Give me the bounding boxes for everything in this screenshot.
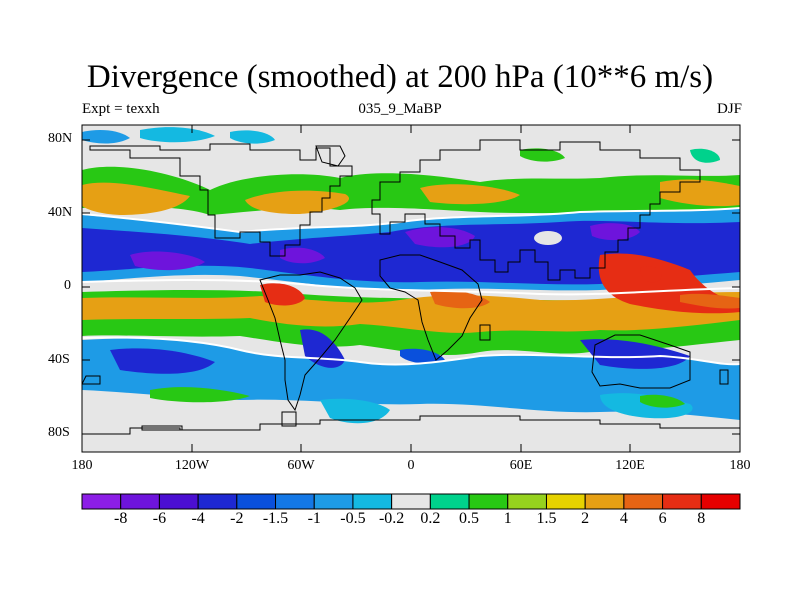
divergence-field bbox=[82, 127, 740, 424]
coast-antarctica bbox=[82, 415, 740, 435]
field-sh-cyan-1 bbox=[320, 398, 390, 424]
colorbar bbox=[81, 493, 741, 510]
coast-antarctic-peninsula bbox=[281, 411, 297, 427]
field-sh-orange-band bbox=[82, 292, 740, 333]
lon-label-180w: 180 bbox=[71, 458, 93, 473]
field-sh-cyan-band bbox=[82, 338, 740, 420]
colorbar-label: 1 bbox=[503, 510, 512, 527]
colorbar-box bbox=[662, 493, 702, 510]
field-nh-purple-3 bbox=[405, 227, 475, 248]
field-nh-green-2 bbox=[520, 148, 565, 162]
colorbar-box bbox=[275, 493, 315, 510]
colorbar-box bbox=[236, 493, 277, 510]
lat-label-80s: 80S bbox=[48, 425, 70, 440]
lon-label-0: 0 bbox=[407, 458, 415, 473]
field-sh-red-2 bbox=[260, 283, 305, 306]
coast-south-america bbox=[259, 271, 363, 412]
colorbar-label: -0.5 bbox=[340, 510, 366, 527]
colorbar-label: 6 bbox=[658, 510, 667, 527]
field-nh-purple-1 bbox=[130, 251, 205, 271]
colorbar-label: -0.2 bbox=[378, 510, 405, 527]
colorbar-box bbox=[81, 493, 122, 510]
field-nh-green-band bbox=[82, 166, 740, 215]
lon-label-120w: 120W bbox=[174, 458, 210, 473]
colorbar-label: -2 bbox=[230, 510, 244, 527]
colorbar-label: 2 bbox=[581, 510, 590, 527]
colorbar-box bbox=[313, 493, 354, 510]
colorbar-box bbox=[584, 493, 625, 510]
field-sh-red-4 bbox=[640, 266, 662, 283]
field-sh-green-2 bbox=[640, 394, 685, 408]
lon-label-60e: 60E bbox=[509, 458, 533, 473]
colorbar-label: -6 bbox=[152, 510, 167, 527]
lon-label-180e: 180 bbox=[729, 458, 751, 473]
colorbar-box bbox=[197, 493, 238, 510]
field-nh-orange-2 bbox=[245, 190, 349, 214]
field-nh-cyan-1 bbox=[82, 130, 130, 144]
field-equatorial-gap bbox=[82, 281, 740, 301]
coast-new-zealand bbox=[719, 369, 729, 385]
zero-contour-eq bbox=[82, 279, 740, 296]
colorbar-label: -1.5 bbox=[262, 510, 289, 527]
colorbar-label: 8 bbox=[697, 510, 706, 527]
map-title: Divergence (smoothed) at 200 hPa (10**6 … bbox=[86, 59, 714, 95]
field-nh-cyan-3 bbox=[230, 130, 275, 144]
colorbar-box bbox=[700, 493, 741, 510]
field-nh-cyan-2 bbox=[140, 127, 215, 143]
colorbar-box bbox=[391, 493, 431, 510]
colorbar-label: 4 bbox=[619, 510, 628, 527]
colorbar-box bbox=[468, 493, 509, 510]
colorbar-box bbox=[507, 493, 547, 510]
field-white-cell bbox=[534, 231, 562, 245]
lat-label-40n: 40N bbox=[48, 205, 73, 220]
colorbar-label: -4 bbox=[191, 510, 205, 527]
colorbar-box bbox=[429, 493, 470, 510]
colorbar-label: -8 bbox=[114, 510, 128, 527]
coast-eurasia bbox=[371, 139, 701, 281]
coastlines bbox=[82, 139, 740, 435]
experiment-label: Expt = texxh bbox=[82, 101, 160, 117]
run-id-label: 035_9_MaBP bbox=[358, 101, 442, 117]
season-label: DJF bbox=[716, 101, 742, 117]
field-nh-purple-2 bbox=[280, 247, 325, 264]
field-nh-orange-1 bbox=[82, 182, 190, 215]
field-sh-green-1 bbox=[150, 387, 250, 403]
colorbar-box bbox=[352, 493, 393, 510]
colorbar-box bbox=[545, 493, 586, 510]
field-sh-red-5 bbox=[680, 293, 740, 309]
colorbar-box bbox=[120, 493, 160, 510]
coast-australia bbox=[591, 334, 691, 389]
field-sh-red-3 bbox=[430, 290, 490, 309]
colorbar-label: 0.5 bbox=[459, 510, 480, 527]
field-sh-blue-1 bbox=[110, 348, 215, 374]
field-nh-green-1 bbox=[690, 148, 720, 163]
zero-contour-sh bbox=[82, 336, 740, 366]
coast-madagascar bbox=[479, 324, 491, 341]
field-nh-orange-3 bbox=[420, 184, 520, 205]
lat-label-80n: 80N bbox=[48, 131, 73, 146]
colorbar-box bbox=[158, 493, 199, 510]
lat-label-40s: 40S bbox=[48, 352, 70, 367]
coast-south-georgia bbox=[141, 425, 183, 431]
lon-label-60w: 60W bbox=[287, 458, 315, 473]
colorbar-label: 1.5 bbox=[536, 510, 557, 527]
coast-alaska-west bbox=[82, 375, 101, 385]
colorbar-box bbox=[623, 493, 664, 510]
field-sh-blue-3 bbox=[580, 339, 690, 369]
field-sh-blue-4 bbox=[400, 348, 445, 364]
coast-greenland bbox=[315, 145, 346, 167]
field-nh-blue-band bbox=[82, 220, 740, 285]
coast-north-america bbox=[89, 143, 353, 257]
lon-label-120e: 120E bbox=[615, 458, 645, 473]
coast-africa bbox=[379, 254, 483, 361]
axis-ticks bbox=[82, 125, 740, 452]
lat-label-0: 0 bbox=[64, 278, 71, 293]
colorbar-label: -1 bbox=[307, 510, 321, 527]
colorbar-label: 0.2 bbox=[420, 510, 441, 527]
